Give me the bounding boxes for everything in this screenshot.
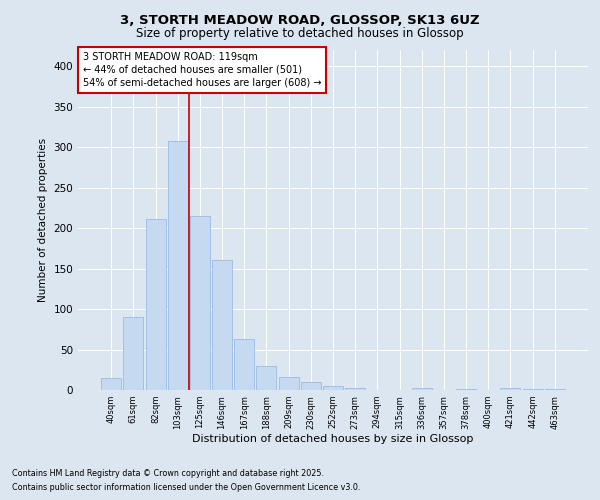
Bar	[545, 389, 565, 390]
Bar	[278, 377, 299, 390]
Bar	[523, 389, 542, 390]
Bar	[301, 382, 321, 390]
X-axis label: Distribution of detached houses by size in Glossop: Distribution of detached houses by size …	[193, 434, 473, 444]
Bar	[256, 366, 277, 390]
Y-axis label: Number of detached properties: Number of detached properties	[38, 138, 48, 302]
Bar	[168, 142, 188, 390]
Text: Contains public sector information licensed under the Open Government Licence v3: Contains public sector information licen…	[12, 484, 361, 492]
Text: 3, STORTH MEADOW ROAD, GLOSSOP, SK13 6UZ: 3, STORTH MEADOW ROAD, GLOSSOP, SK13 6UZ	[120, 14, 480, 27]
Bar	[190, 216, 210, 390]
Bar	[412, 388, 432, 390]
Bar	[124, 317, 143, 390]
Bar	[456, 389, 476, 390]
Text: Size of property relative to detached houses in Glossop: Size of property relative to detached ho…	[136, 28, 464, 40]
Text: Contains HM Land Registry data © Crown copyright and database right 2025.: Contains HM Land Registry data © Crown c…	[12, 468, 324, 477]
Bar	[146, 219, 166, 390]
Text: 3 STORTH MEADOW ROAD: 119sqm
← 44% of detached houses are smaller (501)
54% of s: 3 STORTH MEADOW ROAD: 119sqm ← 44% of de…	[83, 52, 322, 88]
Bar	[101, 378, 121, 390]
Bar	[345, 388, 365, 390]
Bar	[212, 260, 232, 390]
Bar	[323, 386, 343, 390]
Bar	[234, 339, 254, 390]
Bar	[500, 388, 520, 390]
